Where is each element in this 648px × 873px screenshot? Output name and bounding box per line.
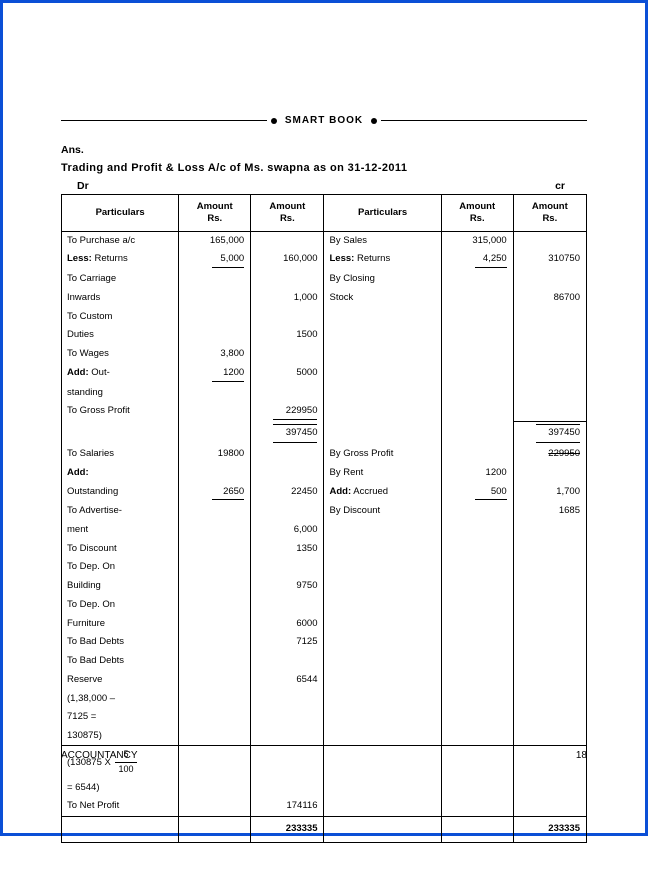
table-row: Reserve6544: [62, 671, 587, 690]
table-row: To Custom: [62, 308, 587, 327]
book-title: SMART BOOK: [281, 115, 367, 126]
th-particulars-cr: Particulars: [324, 195, 441, 232]
table-row: To Purchase a/c165,000 By Sales315,000: [62, 231, 587, 250]
table-row: Building9750: [62, 577, 587, 596]
th-amt1-dr: AmountRs.: [179, 195, 251, 232]
table-row: 7125 =: [62, 708, 587, 727]
table-row: = 6544): [62, 779, 587, 798]
page-footer: ACCOUNTANCY 18: [61, 745, 587, 761]
table-row: To Advertise- By Discount1685: [62, 502, 587, 521]
table-row: ment6,000: [62, 521, 587, 540]
th-amt1-cr: AmountRs.: [441, 195, 513, 232]
th-particulars-dr: Particulars: [62, 195, 179, 232]
table-row: (1,38,000 –: [62, 690, 587, 709]
table-row: Furniture6000: [62, 615, 587, 634]
dr-cr-row: Dr cr: [61, 180, 587, 194]
table-row: Inwards1,000 Stock86700: [62, 289, 587, 308]
table-row: 397450 397450: [62, 422, 587, 445]
total-row: 233335 233335: [62, 816, 587, 842]
table-row: To Carriage By Closing: [62, 270, 587, 289]
table-row: standing: [62, 384, 587, 403]
table-row: To Discount1350: [62, 540, 587, 559]
table-row: To Dep. On: [62, 596, 587, 615]
dr-label: Dr: [77, 180, 89, 192]
footer-subject: ACCOUNTANCY: [61, 750, 137, 761]
table-row: Outstanding265022450 Add: Accrued 5001,7…: [62, 483, 587, 503]
table-row: Duties1500: [62, 326, 587, 345]
table-row: To Dep. On: [62, 558, 587, 577]
table-row: To Bad Debts7125: [62, 633, 587, 652]
header-divider: SMART BOOK: [61, 115, 587, 126]
th-amt2-cr: AmountRs.: [513, 195, 586, 232]
table-row: Less: Returns 5,000160,000 Less: Returns…: [62, 250, 587, 270]
table-row: Add: By Rent1200: [62, 464, 587, 483]
footer-page-number: 18: [576, 750, 587, 761]
table-row: To Net Profit174116: [62, 797, 587, 816]
answer-label: Ans.: [61, 144, 587, 156]
table-row: Add: Out- 12005000: [62, 364, 587, 384]
table-row: To Gross Profit229950: [62, 402, 587, 422]
table-row: To Salaries19800 By Gross Profit229950: [62, 445, 587, 464]
table-row: To Bad Debts: [62, 652, 587, 671]
th-amt2-dr: AmountRs.: [251, 195, 324, 232]
cr-label: cr: [555, 180, 565, 192]
table-row: To Wages3,800: [62, 345, 587, 364]
table-row: 130875): [62, 727, 587, 746]
account-title: Trading and Profit & Loss A/c of Ms. swa…: [61, 162, 587, 174]
